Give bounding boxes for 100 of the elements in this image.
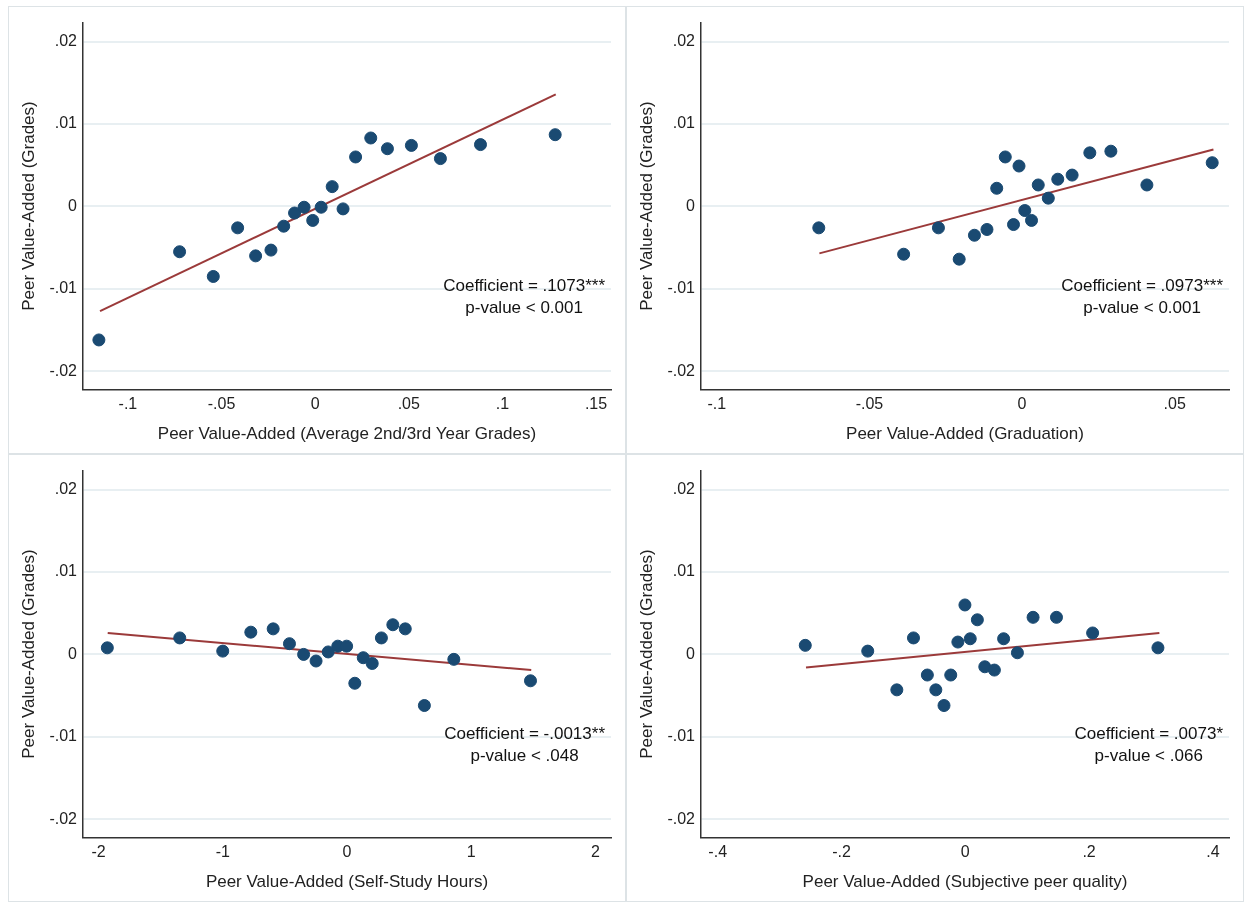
annotation: p-value < .048 [470, 746, 579, 766]
x-tick-label: -.1 [707, 395, 727, 413]
y-tick-label: .02 [672, 479, 696, 497]
x-tick-label: -2 [91, 843, 106, 861]
point [970, 613, 984, 627]
y-tick-label: -.02 [49, 809, 78, 827]
point [998, 150, 1012, 164]
y-tick-label: .02 [54, 479, 78, 497]
point [404, 138, 418, 152]
y-axis-title: Peer Value-Added (Grades) [636, 101, 656, 311]
point [1010, 646, 1024, 660]
point [1151, 641, 1165, 655]
point [297, 200, 311, 214]
x-axis-title: Peer Value-Added (Self-Study Hours) [205, 872, 489, 892]
point [365, 656, 379, 670]
y-tick-label: 0 [68, 644, 78, 662]
x-axis-title: Peer Value-Added (Graduation) [846, 424, 1084, 444]
y-axis-title: Peer Value-Added (Grades) [636, 549, 656, 759]
y-tick-label: -.02 [667, 361, 696, 379]
point [1083, 146, 1097, 160]
point [1012, 159, 1026, 173]
point [1051, 172, 1065, 186]
annotation: p-value < 0.001 [465, 298, 583, 318]
point [920, 668, 934, 682]
x-tick-label: .4 [1206, 843, 1220, 861]
x-tick-label: 2 [591, 843, 601, 861]
point [1205, 156, 1219, 170]
point [306, 213, 320, 227]
point [249, 249, 263, 263]
point [173, 631, 187, 645]
point [987, 663, 1001, 677]
point [944, 668, 958, 682]
point [906, 631, 920, 645]
x-tick-label: -.4 [708, 843, 728, 861]
point [798, 638, 812, 652]
y-tick-label: 0 [686, 644, 696, 662]
y-tick-label: -.02 [667, 809, 696, 827]
y-tick-label: 0 [686, 196, 696, 214]
x-tick-label: -.2 [832, 843, 851, 861]
point [277, 219, 291, 233]
point [952, 252, 966, 266]
y-tick-label: .01 [672, 114, 696, 132]
point [1031, 178, 1045, 192]
y-tick-label: -.01 [667, 727, 696, 745]
point [1007, 218, 1021, 232]
point [1104, 144, 1118, 158]
x-tick-label: 0 [960, 843, 970, 861]
y-tick-label: -.01 [49, 279, 78, 297]
point [997, 632, 1011, 646]
x-tick-label: .05 [1163, 395, 1186, 413]
point [282, 637, 296, 651]
point [861, 644, 875, 658]
point [1026, 610, 1040, 624]
annotation: Coefficient = -.0013** [444, 724, 606, 744]
point [386, 618, 400, 632]
x-tick-label: -1 [215, 843, 230, 861]
annotation: Coefficient = .0973*** [1061, 276, 1224, 296]
point [349, 150, 363, 164]
point [173, 245, 187, 259]
x-tick-label: .15 [584, 395, 608, 413]
y-axis-title: Peer Value-Added (Grades) [18, 101, 38, 311]
annotation: p-value < .066 [1094, 746, 1203, 766]
x-tick-label: -.1 [118, 395, 138, 413]
point [216, 644, 230, 658]
point [1018, 204, 1032, 218]
point [321, 645, 335, 659]
point [812, 221, 826, 235]
x-tick-label: -.05 [855, 395, 884, 413]
point [380, 142, 394, 156]
x-tick-label: 0 [310, 395, 320, 413]
x-tick-label: .05 [397, 395, 420, 413]
point [447, 652, 461, 666]
point [929, 683, 943, 697]
y-tick-label: 0 [68, 196, 78, 214]
x-tick-label: .2 [1082, 843, 1096, 861]
annotation: Coefficient = .1073*** [443, 276, 606, 296]
y-axis-title: Peer Value-Added (Grades) [18, 549, 38, 759]
point [264, 243, 278, 257]
annotation: Coefficient = .0073* [1074, 724, 1224, 744]
point [1041, 191, 1055, 205]
x-tick-label: 0 [342, 843, 352, 861]
point [206, 269, 220, 283]
point [937, 699, 951, 713]
point [297, 647, 311, 661]
point [398, 622, 412, 636]
point [100, 641, 114, 655]
point [548, 128, 562, 142]
point [958, 598, 972, 612]
x-tick-label: 1 [466, 843, 476, 861]
x-axis-title: Peer Value-Added (Subjective peer quality) [802, 872, 1128, 892]
point [1025, 213, 1039, 227]
y-tick-label: .01 [54, 114, 78, 132]
point [897, 247, 911, 261]
x-axis-title: Peer Value-Added (Average 2nd/3rd Year Grades) [157, 424, 537, 444]
point [325, 180, 339, 194]
y-tick-label: -.02 [49, 361, 78, 379]
point [92, 333, 106, 347]
y-tick-label: -.01 [667, 279, 696, 297]
x-tick-label: -.05 [207, 395, 236, 413]
point [1140, 178, 1154, 192]
